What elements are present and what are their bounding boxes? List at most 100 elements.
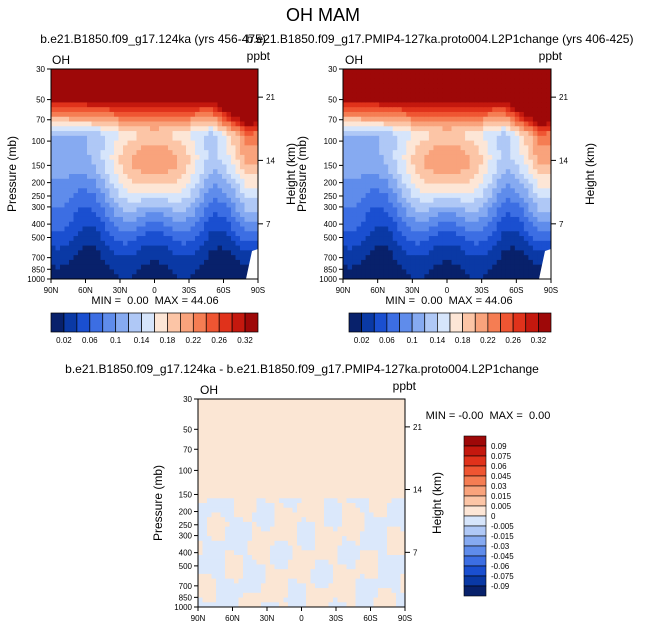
field-cell xyxy=(181,111,187,118)
field-cell xyxy=(199,240,205,247)
field-cell xyxy=(261,413,267,419)
field-cell xyxy=(235,159,241,166)
field-cell xyxy=(235,183,241,189)
field-cell xyxy=(127,202,133,209)
field-cell xyxy=(96,154,102,161)
colorbar-box xyxy=(218,312,233,333)
field-cell xyxy=(186,264,192,271)
field-cell xyxy=(343,193,349,199)
right-contour-panel: OH ppbt 30507010015020025030040050070085… xyxy=(295,49,597,345)
field-cell xyxy=(244,231,250,237)
field-cell xyxy=(225,493,231,499)
field-cell xyxy=(186,92,192,99)
field-cell xyxy=(465,102,471,108)
field-cell xyxy=(546,126,551,132)
field-cell xyxy=(410,126,416,132)
field-cell xyxy=(343,245,349,251)
field-cell xyxy=(186,164,192,170)
field-cell xyxy=(73,264,79,271)
field-cell xyxy=(190,259,196,266)
field-cell xyxy=(528,188,534,194)
field-cell xyxy=(207,441,213,447)
field-cell xyxy=(270,432,276,438)
field-cell xyxy=(132,226,138,232)
field-cell xyxy=(546,78,551,84)
field-cell xyxy=(222,197,228,204)
field-cell xyxy=(397,226,403,232)
field-cell xyxy=(469,102,475,108)
y-tick-label: 850 xyxy=(32,265,46,274)
x-tick-label: 90N xyxy=(336,286,351,295)
field-cell xyxy=(483,174,489,180)
field-cell xyxy=(397,102,403,108)
field-cell xyxy=(181,226,187,232)
field-cell xyxy=(365,140,371,146)
field-cell xyxy=(424,269,430,275)
field-cell xyxy=(216,526,222,532)
field-cell xyxy=(82,236,88,242)
field-cell xyxy=(253,236,258,242)
field-cell xyxy=(514,212,520,218)
field-cell xyxy=(249,83,255,89)
field-cell xyxy=(114,107,120,113)
colorbar-box xyxy=(167,312,181,333)
field-cell xyxy=(240,269,246,275)
field-cell xyxy=(374,92,380,99)
field-cell xyxy=(150,188,156,194)
field-cell xyxy=(437,226,444,232)
field-cell xyxy=(141,111,147,118)
field-cell xyxy=(198,507,204,514)
field-cell xyxy=(388,164,394,170)
field-cell xyxy=(229,474,235,480)
colorbar-label: 0.26 xyxy=(505,336,521,345)
field-cell xyxy=(433,226,439,232)
field-cell xyxy=(483,92,489,99)
field-cell xyxy=(226,188,232,194)
field-cell xyxy=(73,73,79,80)
field-cell xyxy=(87,226,93,232)
field-cell xyxy=(177,231,183,237)
field-cell xyxy=(546,92,551,99)
field-cell xyxy=(190,226,196,232)
field-cell xyxy=(202,441,208,447)
field-cell xyxy=(532,274,539,279)
field-cell xyxy=(231,102,237,108)
field-cell xyxy=(505,159,511,166)
field-cell xyxy=(109,216,115,223)
field-cell xyxy=(469,240,475,247)
field-cell xyxy=(207,531,213,537)
field-cell xyxy=(496,169,502,175)
field-cell xyxy=(213,97,219,104)
field-cell xyxy=(114,226,120,232)
field-cell xyxy=(265,503,271,509)
field-cell xyxy=(460,159,466,166)
field-cell xyxy=(487,88,493,94)
field-cell xyxy=(229,441,235,447)
field-cell xyxy=(216,578,222,584)
field-cell xyxy=(123,255,129,261)
field-cell xyxy=(442,140,448,146)
field-cell xyxy=(270,469,276,476)
field-cell xyxy=(447,226,453,232)
field-cell xyxy=(91,207,97,213)
field-cell xyxy=(253,107,258,113)
field-cell xyxy=(487,264,493,271)
field-cell xyxy=(496,164,502,170)
field-cell xyxy=(202,526,208,532)
field-cell xyxy=(428,197,435,204)
field-cell xyxy=(465,131,471,137)
field-cell xyxy=(510,88,516,94)
field-cell xyxy=(229,446,235,452)
field-cell xyxy=(190,140,196,146)
field-cell xyxy=(220,479,226,485)
height-tick-label: 14 xyxy=(559,156,568,165)
field-cell xyxy=(64,226,70,232)
field-cell xyxy=(199,150,205,156)
field-cell xyxy=(437,231,444,237)
field-cell xyxy=(361,145,367,151)
field-cell xyxy=(501,188,507,194)
field-cell xyxy=(374,197,380,204)
field-cell xyxy=(238,517,244,523)
field-cell xyxy=(172,269,178,275)
field-cell xyxy=(361,102,367,108)
